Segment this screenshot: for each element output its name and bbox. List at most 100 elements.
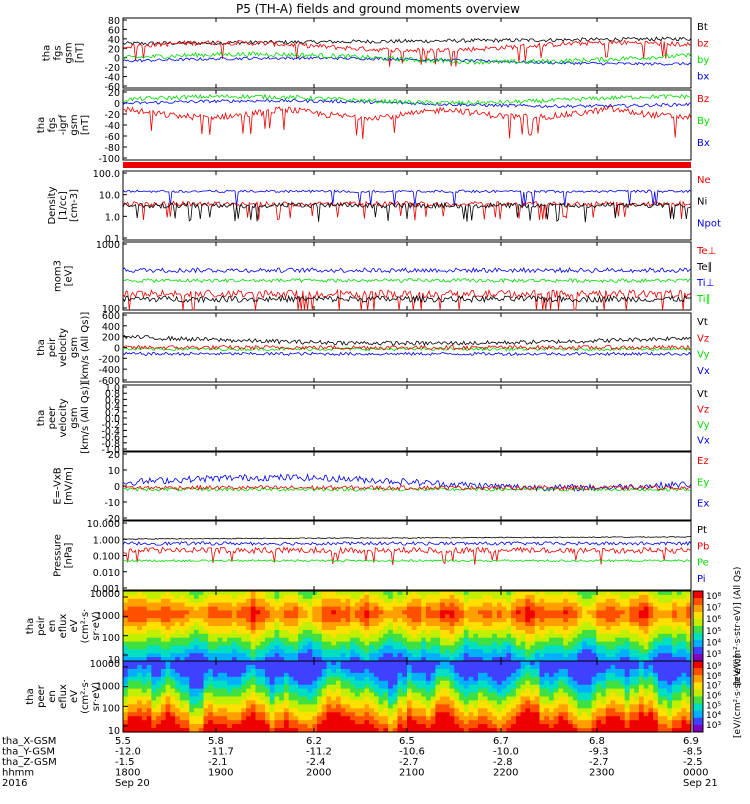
spectrogram-cell xyxy=(676,692,683,698)
spectrogram-cell xyxy=(170,676,176,682)
spectrogram-cell xyxy=(137,626,143,631)
spectrogram-cell xyxy=(246,720,252,725)
spectrogram-cell xyxy=(449,637,455,643)
colorbar-frame xyxy=(692,660,704,733)
spectrogram-cell xyxy=(468,700,474,705)
spectrogram-cell xyxy=(302,724,309,729)
spectrogram-cell xyxy=(511,653,517,658)
spectrogram-cell xyxy=(563,692,569,698)
spectrogram-cell xyxy=(127,728,133,733)
spectrogram-cell xyxy=(255,664,261,670)
spectrogram-cell xyxy=(473,696,479,701)
spectrogram-cell xyxy=(487,622,493,627)
spectrogram-cell xyxy=(435,708,441,713)
spectrogram-cell xyxy=(331,637,337,643)
spectrogram-cell xyxy=(255,680,261,686)
spectrogram-cell xyxy=(586,668,593,674)
spectrogram-cell xyxy=(435,728,441,733)
spectrogram-cell xyxy=(478,594,484,600)
spectrogram-cell xyxy=(591,657,597,662)
ylabel-line: gsm xyxy=(69,407,80,428)
spectrogram-cell xyxy=(198,626,204,631)
spectrogram-cell xyxy=(681,668,687,674)
spectrogram-cell xyxy=(686,661,692,666)
spectrogram-cell xyxy=(392,696,399,701)
spectrogram-cell xyxy=(217,661,223,666)
spectrogram-cell xyxy=(676,653,683,658)
spectrogram-cell xyxy=(596,668,602,674)
spectrogram-cell xyxy=(388,688,394,694)
spectrogram-cell xyxy=(638,696,645,701)
spectrogram-cell xyxy=(388,692,394,698)
spectrogram-cell xyxy=(667,692,673,698)
spectrogram-cell xyxy=(364,680,370,686)
spectrogram-cell xyxy=(350,720,356,725)
spectrogram-cell xyxy=(478,676,484,682)
spectrogram-cell xyxy=(127,724,133,729)
series-Pb xyxy=(122,546,692,566)
spectrogram-cell xyxy=(236,668,242,674)
spectrogram-cell xyxy=(653,720,659,725)
spectrogram-cell xyxy=(440,668,446,674)
colorbar-title: [eV/(cm²·s·str·eV)] (All Qs) xyxy=(733,567,743,686)
spectrogram-cell xyxy=(539,712,545,717)
spectrogram-cell xyxy=(194,602,200,608)
spectrogram-cell xyxy=(203,618,209,623)
spectrogram-cell xyxy=(610,712,616,717)
spectrogram-cell xyxy=(492,641,498,647)
spectrogram-cell xyxy=(563,676,569,682)
spectrogram-cell xyxy=(156,668,162,674)
spectrogram-cell xyxy=(473,716,479,721)
spectrogram-cell xyxy=(369,688,375,694)
spectrogram-cell xyxy=(317,704,323,709)
spectrogram-cell xyxy=(364,606,370,612)
spectrogram-cell xyxy=(208,622,214,627)
spectrogram-cell xyxy=(392,692,399,698)
spectrogram-cell xyxy=(317,668,323,674)
spectrogram-cell xyxy=(179,602,186,608)
spectrogram-cell xyxy=(217,672,223,678)
spectrogram-cell xyxy=(165,696,171,701)
spectrogram-cell xyxy=(435,724,441,729)
spectrogram-cell xyxy=(430,680,436,686)
spectrogram-cell xyxy=(544,720,550,725)
spectrogram-cell xyxy=(388,672,394,678)
spectrogram-cell xyxy=(321,622,328,627)
spectrogram-cell xyxy=(407,724,413,729)
spectrogram-cell xyxy=(194,680,200,686)
spectrogram-cell xyxy=(501,594,507,600)
spectrogram-cell xyxy=(425,633,432,639)
spectrogram-cell xyxy=(350,668,356,674)
spectrogram-cell xyxy=(667,653,673,658)
spectrogram-cell xyxy=(482,668,488,674)
spectrogram-cell xyxy=(293,649,299,654)
spectrogram-cell xyxy=(388,724,394,729)
spectrogram-cell xyxy=(416,696,422,701)
spectrogram-cell xyxy=(478,724,484,729)
spectrogram-cell xyxy=(553,680,559,686)
spectrogram-cell xyxy=(312,657,318,662)
spectrogram-cell xyxy=(667,622,673,627)
spectrogram-cell xyxy=(326,672,332,678)
spectrogram-cell xyxy=(293,664,299,670)
spectrogram-cell xyxy=(321,629,328,635)
spectrogram-cell xyxy=(459,684,465,690)
spectrogram-cell xyxy=(478,606,484,612)
spectrogram-cell xyxy=(336,633,342,639)
spectrogram-cell xyxy=(577,653,583,658)
spectrogram-cell xyxy=(288,626,294,631)
spectrogram-cell xyxy=(416,668,422,674)
spectrogram-cell xyxy=(534,594,541,600)
spectrogram-cell xyxy=(312,668,318,674)
spectrogram-cell xyxy=(165,704,171,709)
spectrogram-cell xyxy=(534,672,541,678)
spectrogram-cell xyxy=(620,598,626,604)
spectrogram-cell xyxy=(454,688,460,694)
spectrogram-cell xyxy=(250,704,257,709)
spectrogram-cell xyxy=(137,653,143,658)
spectrogram-cell xyxy=(416,684,422,690)
spectrogram-cell xyxy=(634,724,640,729)
spectrogram-cell xyxy=(487,716,493,721)
spectrogram-cell xyxy=(672,649,678,654)
spectrogram-cell xyxy=(449,661,455,666)
